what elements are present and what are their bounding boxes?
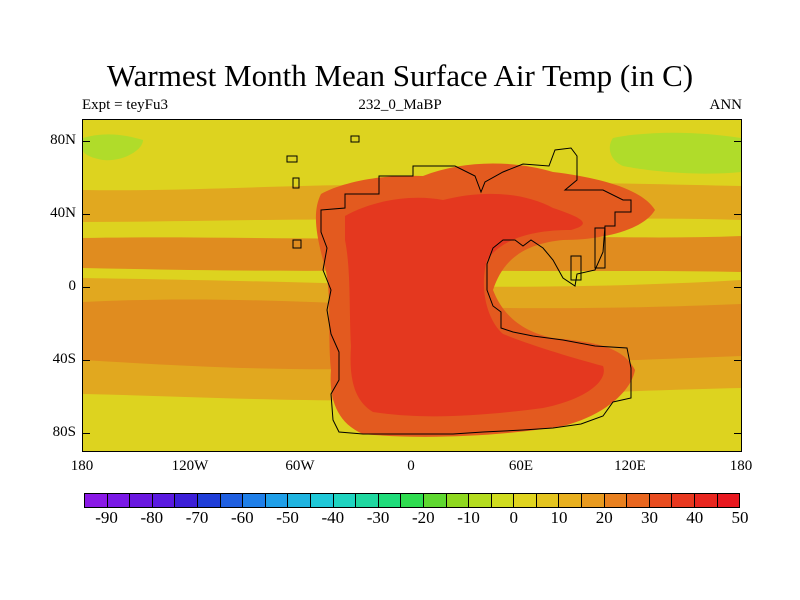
- colorbar-swatch: [695, 494, 718, 507]
- colorbar-swatch: [514, 494, 537, 507]
- colorbar-swatch: [85, 494, 108, 507]
- y-tick: [734, 360, 742, 361]
- colorbar-label: -70: [185, 508, 209, 527]
- y-tick-label: 40S: [52, 351, 76, 367]
- island-outline: [350, 135, 360, 143]
- colorbar-swatch: [333, 494, 357, 507]
- colorbar-swatch: [288, 494, 311, 507]
- colorbar-swatch: [356, 494, 379, 507]
- colorbar-label: 10: [550, 508, 568, 527]
- y-tick-label: 0: [68, 278, 77, 294]
- colorbar-swatch: [649, 494, 673, 507]
- colorbar-label: -50: [276, 508, 299, 527]
- y-tick: [734, 214, 742, 215]
- x-tick-label: 180: [729, 458, 753, 474]
- field-continent-hot-core: [345, 193, 604, 417]
- island-outline: [292, 239, 302, 249]
- experiment-label: Expt = teyFu3: [82, 97, 168, 113]
- age-label: 232_0_MaBP: [358, 97, 442, 113]
- colorbar-label: -30: [366, 508, 390, 527]
- colorbar: [84, 493, 740, 508]
- y-tick: [734, 287, 742, 288]
- x-tick-label: 60W: [285, 458, 315, 474]
- colorbar-label: 40: [686, 508, 704, 527]
- temperature-field: [83, 120, 741, 451]
- colorbar-swatch: [265, 494, 289, 507]
- y-tick-label: 40N: [50, 205, 76, 221]
- island-outline: [286, 155, 298, 163]
- continent-outline: [320, 147, 632, 435]
- colorbar-swatch: [604, 494, 628, 507]
- y-tick-label: 80S: [52, 424, 76, 440]
- colorbar-label: -10: [457, 508, 480, 527]
- colorbar-label: 0: [509, 508, 519, 527]
- colorbar-swatch: [401, 494, 424, 507]
- season-label: ANN: [709, 97, 743, 113]
- colorbar-swatch: [423, 494, 447, 507]
- y-tick: [734, 433, 742, 434]
- colorbar-swatch: [175, 494, 198, 507]
- y-tick-label: 80N: [50, 132, 76, 148]
- colorbar-swatch: [582, 494, 605, 507]
- colorbar-label: -80: [140, 508, 164, 527]
- colorbar-swatch: [220, 494, 244, 507]
- y-tick: [82, 214, 90, 215]
- colorbar-swatch: [536, 494, 560, 507]
- colorbar-label: 50: [731, 508, 749, 527]
- colorbar-swatch: [378, 494, 402, 507]
- colorbar-label: -40: [321, 508, 345, 527]
- island-outline: [570, 255, 582, 281]
- colorbar-label: -90: [95, 508, 118, 527]
- colorbar-swatch: [243, 494, 266, 507]
- colorbar-swatch: [469, 494, 492, 507]
- x-tick-label: 180: [70, 458, 94, 474]
- y-tick: [734, 141, 742, 142]
- colorbar-swatch: [717, 494, 740, 507]
- x-tick-label: 60E: [508, 458, 534, 474]
- colorbar-label: 30: [641, 508, 659, 527]
- map-panel: [82, 119, 742, 452]
- x-tick-label: 120W: [171, 458, 209, 474]
- colorbar-swatch: [197, 494, 221, 507]
- colorbar-swatch: [491, 494, 515, 507]
- colorbar-swatch: [446, 494, 470, 507]
- colorbar-swatch: [130, 494, 153, 507]
- colorbar-swatch: [107, 494, 131, 507]
- y-tick: [82, 287, 90, 288]
- colorbar-swatch: [627, 494, 650, 507]
- colorbar-swatch: [310, 494, 334, 507]
- colorbar-swatch: [559, 494, 583, 507]
- field-polar-green-east: [609, 132, 741, 174]
- colorbar-label: -60: [231, 508, 254, 527]
- y-tick: [82, 360, 90, 361]
- y-tick: [82, 433, 90, 434]
- colorbar-label: 20: [595, 508, 613, 527]
- colorbar-swatch: [672, 494, 696, 507]
- island-outline: [594, 227, 606, 269]
- y-tick: [82, 141, 90, 142]
- field-polar-green-west: [83, 134, 143, 161]
- island-outline: [292, 177, 300, 189]
- x-tick-label: 0: [407, 458, 415, 474]
- x-tick-label: 120E: [614, 458, 646, 474]
- colorbar-label: -20: [411, 508, 435, 527]
- map-title: Warmest Month Mean Surface Air Temp (in …: [106, 58, 694, 93]
- colorbar-swatch: [152, 494, 176, 507]
